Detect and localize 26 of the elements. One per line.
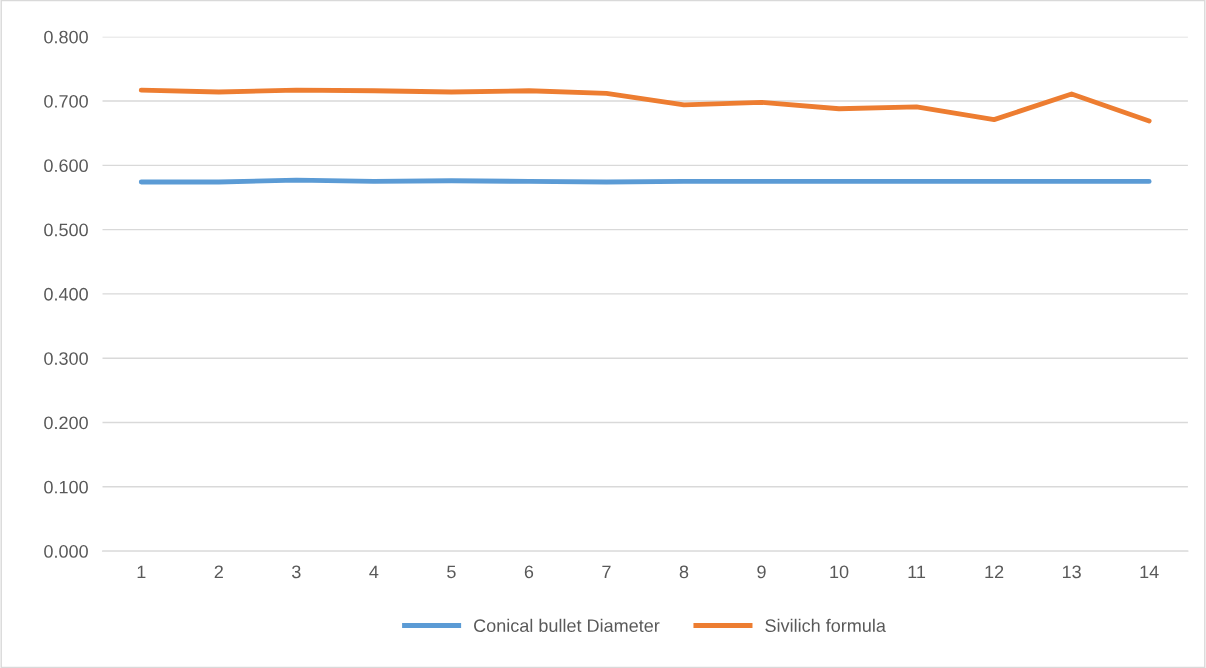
y-tick-label: 0.700 — [44, 94, 88, 108]
legend-label: Conical bullet Diameter — [474, 618, 660, 633]
x-tick-label: 6 — [524, 565, 534, 579]
x-tick-label: 8 — [679, 565, 689, 579]
x-tick-label: 1 — [137, 565, 146, 579]
x-tick-label: 3 — [292, 565, 301, 579]
x-tick-label: 5 — [447, 565, 456, 579]
x-tick-label: 4 — [369, 565, 379, 579]
x-tick-label: 11 — [908, 565, 926, 579]
y-tick-label: 0.400 — [44, 287, 88, 301]
x-tick-label: 2 — [214, 565, 223, 579]
y-tick-label: 0.000 — [44, 545, 88, 558]
line-series — [138, 87, 1152, 124]
y-tick-label: 0.100 — [44, 480, 88, 494]
y-tick-label: 0.500 — [44, 223, 88, 237]
x-tick-label: 14 — [1140, 565, 1159, 579]
x-tick-label: 12 — [985, 565, 1004, 579]
y-tick-label: 0.200 — [44, 416, 88, 430]
x-tick-label: 13 — [1062, 565, 1081, 579]
x-tick-label: 9 — [757, 565, 766, 579]
x-tick-label: 10 — [830, 565, 849, 579]
y-tick-label: 0.800 — [44, 30, 88, 44]
x-tick-label: 7 — [602, 565, 611, 579]
y-tick-label: 0.600 — [44, 159, 88, 173]
legend-label: Sivilich formula — [765, 618, 886, 633]
y-tick-label: 0.300 — [44, 352, 88, 365]
